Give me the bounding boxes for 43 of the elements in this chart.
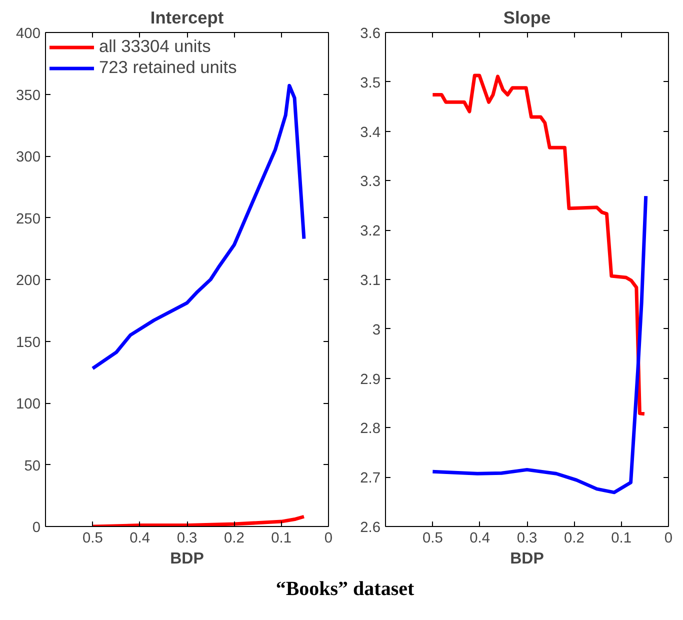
x-tick-label: 0.2	[564, 530, 584, 546]
line-series	[90, 84, 306, 370]
y-tick-label: 400	[16, 26, 41, 42]
legend-label: 723 retained units	[99, 57, 237, 78]
y-tick-label: 2.6	[360, 520, 380, 536]
y-tick-label: 200	[16, 273, 41, 289]
x-tick-label: 0.3	[516, 530, 538, 546]
x-axis-title: BDP	[170, 550, 204, 568]
x-tick-label: 0.1	[611, 530, 632, 546]
y-tick-label: 100	[16, 396, 41, 412]
y-tick-label: 3	[372, 322, 381, 338]
line-series	[430, 74, 646, 416]
y-tick-label: 2.9	[360, 372, 380, 388]
chart-title: Intercept	[150, 8, 224, 28]
x-tick-label: 0.3	[176, 530, 198, 546]
y-tick-label: 300	[16, 150, 41, 166]
y-tick-label: 350	[16, 88, 41, 104]
y-tick-label: 250	[16, 211, 41, 228]
x-tick-label: 0.5	[422, 530, 443, 546]
x-tick-label: 0	[324, 530, 333, 546]
y-tick-label: 3.4	[360, 124, 380, 141]
x-tick-label: 0.5	[82, 530, 103, 546]
legend-label: all 33304 units	[99, 36, 211, 57]
line-series	[430, 194, 648, 494]
x-tick-label: 0.2	[224, 530, 244, 546]
y-tick-label: 3.2	[360, 224, 380, 240]
y-tick-label: 2.7	[360, 470, 380, 487]
line-series	[90, 514, 306, 526]
y-tick-label: 3.6	[360, 26, 380, 42]
y-tick-label: 3.1	[360, 273, 380, 289]
chart-title: Slope	[503, 8, 551, 28]
y-tick-label: 2.8	[360, 421, 380, 438]
x-tick-label: 0.1	[271, 530, 292, 546]
y-tick-label: 0	[32, 520, 41, 536]
x-tick-label: 0	[664, 530, 673, 546]
text: “Books” dataset	[276, 577, 414, 602]
x-tick-label: 0.4	[130, 530, 150, 546]
y-tick-label: 50	[24, 458, 41, 474]
y-tick-label: 3.3	[360, 174, 380, 190]
x-axis-title: BDP	[510, 550, 544, 568]
y-tick-label: 150	[16, 334, 41, 351]
x-tick-label: 0.4	[470, 530, 490, 546]
y-tick-label: 3.5	[360, 75, 380, 92]
